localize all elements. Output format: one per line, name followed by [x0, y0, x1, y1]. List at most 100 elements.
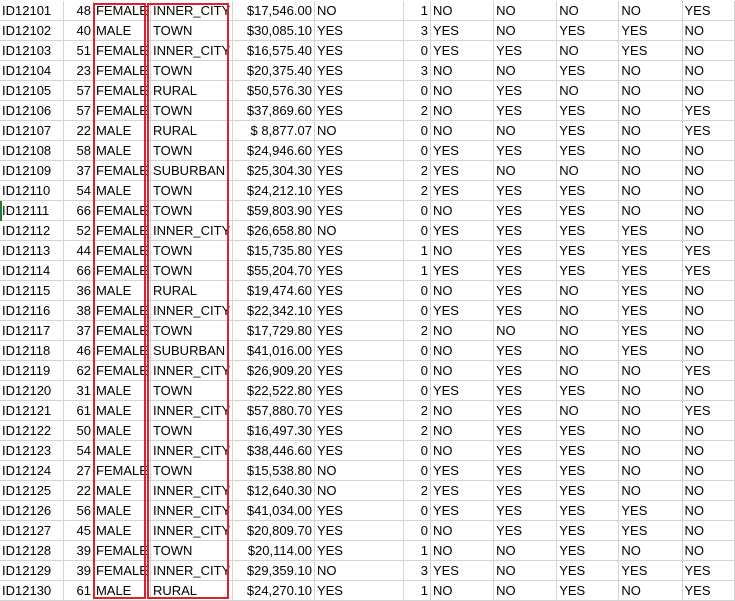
cell-children[interactable]: 0	[403, 120, 431, 141]
cell-save-act[interactable]: YES	[493, 220, 558, 241]
cell-current-act[interactable]: YES	[556, 260, 620, 281]
cell-mortgage[interactable]: NO	[618, 160, 683, 181]
cell-pep[interactable]: YES	[682, 580, 735, 601]
cell-pep[interactable]: YES	[682, 1, 735, 21]
cell-region[interactable]: TOWN	[150, 20, 234, 41]
cell-save-act[interactable]: YES	[493, 380, 558, 401]
cell-current-act[interactable]: YES	[556, 500, 620, 521]
cell-age[interactable]: 39	[63, 560, 94, 581]
cell-region[interactable]: INNER_CITY	[150, 1, 234, 21]
cell-income[interactable]: $15,538.80	[232, 460, 315, 481]
cell-pep[interactable]: YES	[682, 100, 735, 121]
cell-mortgage[interactable]: YES	[618, 520, 683, 541]
cell-sex[interactable]: MALE	[93, 500, 151, 521]
cell-id[interactable]: ID12125	[0, 480, 65, 501]
cell-pep[interactable]: YES	[682, 560, 735, 581]
cell-pep[interactable]: YES	[682, 240, 735, 261]
cell-sex[interactable]: FEMALE	[93, 320, 151, 341]
cell-children[interactable]: 2	[403, 420, 431, 441]
cell-pep[interactable]: NO	[682, 180, 735, 201]
cell-age[interactable]: 37	[63, 320, 94, 341]
cell-sex[interactable]: FEMALE	[93, 540, 151, 561]
cell-save-act[interactable]: YES	[493, 140, 558, 161]
cell-children[interactable]: 0	[403, 500, 431, 521]
cell-sex[interactable]: MALE	[93, 480, 151, 501]
cell-save-act[interactable]: YES	[493, 200, 558, 221]
cell-save-act[interactable]: NO	[493, 540, 558, 561]
cell-id[interactable]: ID12107	[0, 120, 65, 141]
cell-age[interactable]: 45	[63, 520, 94, 541]
cell-current-act[interactable]: YES	[556, 440, 620, 461]
cell-mortgage[interactable]: NO	[618, 420, 683, 441]
cell-car[interactable]: NO	[430, 320, 495, 341]
cell-income[interactable]: $ 8,877.07	[232, 120, 315, 141]
cell-children[interactable]: 0	[403, 200, 431, 221]
cell-married[interactable]: YES	[314, 500, 405, 521]
cell-current-act[interactable]: NO	[556, 400, 620, 421]
cell-mortgage[interactable]: NO	[618, 120, 683, 141]
cell-car[interactable]: YES	[430, 300, 495, 321]
cell-save-act[interactable]: YES	[493, 260, 558, 281]
cell-save-act[interactable]: YES	[493, 500, 558, 521]
cell-sex[interactable]: FEMALE	[93, 200, 151, 221]
cell-sex[interactable]: FEMALE	[93, 1, 151, 21]
cell-id[interactable]: ID12106	[0, 100, 65, 121]
cell-age[interactable]: 57	[63, 80, 94, 101]
cell-children[interactable]: 0	[403, 380, 431, 401]
cell-married[interactable]: YES	[314, 20, 405, 41]
cell-region[interactable]: INNER_CITY	[150, 520, 234, 541]
cell-region[interactable]: INNER_CITY	[150, 300, 234, 321]
cell-mortgage[interactable]: NO	[618, 1, 683, 21]
cell-id[interactable]: ID12122	[0, 420, 65, 441]
cell-save-act[interactable]: NO	[493, 1, 558, 21]
cell-current-act[interactable]: NO	[556, 340, 620, 361]
cell-age[interactable]: 39	[63, 540, 94, 561]
cell-mortgage[interactable]: NO	[618, 580, 683, 601]
cell-mortgage[interactable]: NO	[618, 400, 683, 421]
cell-age[interactable]: 31	[63, 380, 94, 401]
cell-age[interactable]: 62	[63, 360, 94, 381]
cell-sex[interactable]: FEMALE	[93, 220, 151, 241]
cell-sex[interactable]: MALE	[93, 20, 151, 41]
cell-save-act[interactable]: NO	[493, 560, 558, 581]
cell-region[interactable]: INNER_CITY	[150, 360, 234, 381]
cell-married[interactable]: YES	[314, 320, 405, 341]
cell-mortgage[interactable]: NO	[618, 480, 683, 501]
cell-mortgage[interactable]: YES	[618, 300, 683, 321]
cell-married[interactable]: YES	[314, 580, 405, 601]
cell-id[interactable]: ID12102	[0, 20, 65, 41]
cell-current-act[interactable]: NO	[556, 160, 620, 181]
cell-save-act[interactable]: YES	[493, 360, 558, 381]
cell-mortgage[interactable]: NO	[618, 180, 683, 201]
cell-current-act[interactable]: NO	[556, 320, 620, 341]
cell-age[interactable]: 22	[63, 120, 94, 141]
cell-married[interactable]: YES	[314, 520, 405, 541]
cell-sex[interactable]: FEMALE	[93, 160, 151, 181]
cell-children[interactable]: 1	[403, 240, 431, 261]
cell-married[interactable]: YES	[314, 540, 405, 561]
cell-current-act[interactable]: NO	[556, 280, 620, 301]
cell-car[interactable]: YES	[430, 20, 495, 41]
cell-married[interactable]: NO	[314, 120, 405, 141]
cell-car[interactable]: NO	[430, 400, 495, 421]
cell-income[interactable]: $59,803.90	[232, 200, 315, 221]
cell-sex[interactable]: FEMALE	[93, 60, 151, 81]
cell-car[interactable]: NO	[430, 420, 495, 441]
cell-children[interactable]: 1	[403, 1, 431, 21]
cell-current-act[interactable]: YES	[556, 220, 620, 241]
cell-region[interactable]: INNER_CITY	[150, 220, 234, 241]
cell-car[interactable]: NO	[430, 200, 495, 221]
cell-age[interactable]: 51	[63, 40, 94, 61]
cell-age[interactable]: 57	[63, 100, 94, 121]
cell-sex[interactable]: FEMALE	[93, 560, 151, 581]
cell-id[interactable]: ID12129	[0, 560, 65, 581]
cell-age[interactable]: 54	[63, 180, 94, 201]
cell-current-act[interactable]: YES	[556, 240, 620, 261]
cell-save-act[interactable]: YES	[493, 280, 558, 301]
cell-save-act[interactable]: YES	[493, 340, 558, 361]
cell-married[interactable]: YES	[314, 200, 405, 221]
cell-sex[interactable]: MALE	[93, 440, 151, 461]
cell-income[interactable]: $41,016.00	[232, 340, 315, 361]
cell-age[interactable]: 61	[63, 400, 94, 421]
cell-pep[interactable]: NO	[682, 420, 735, 441]
